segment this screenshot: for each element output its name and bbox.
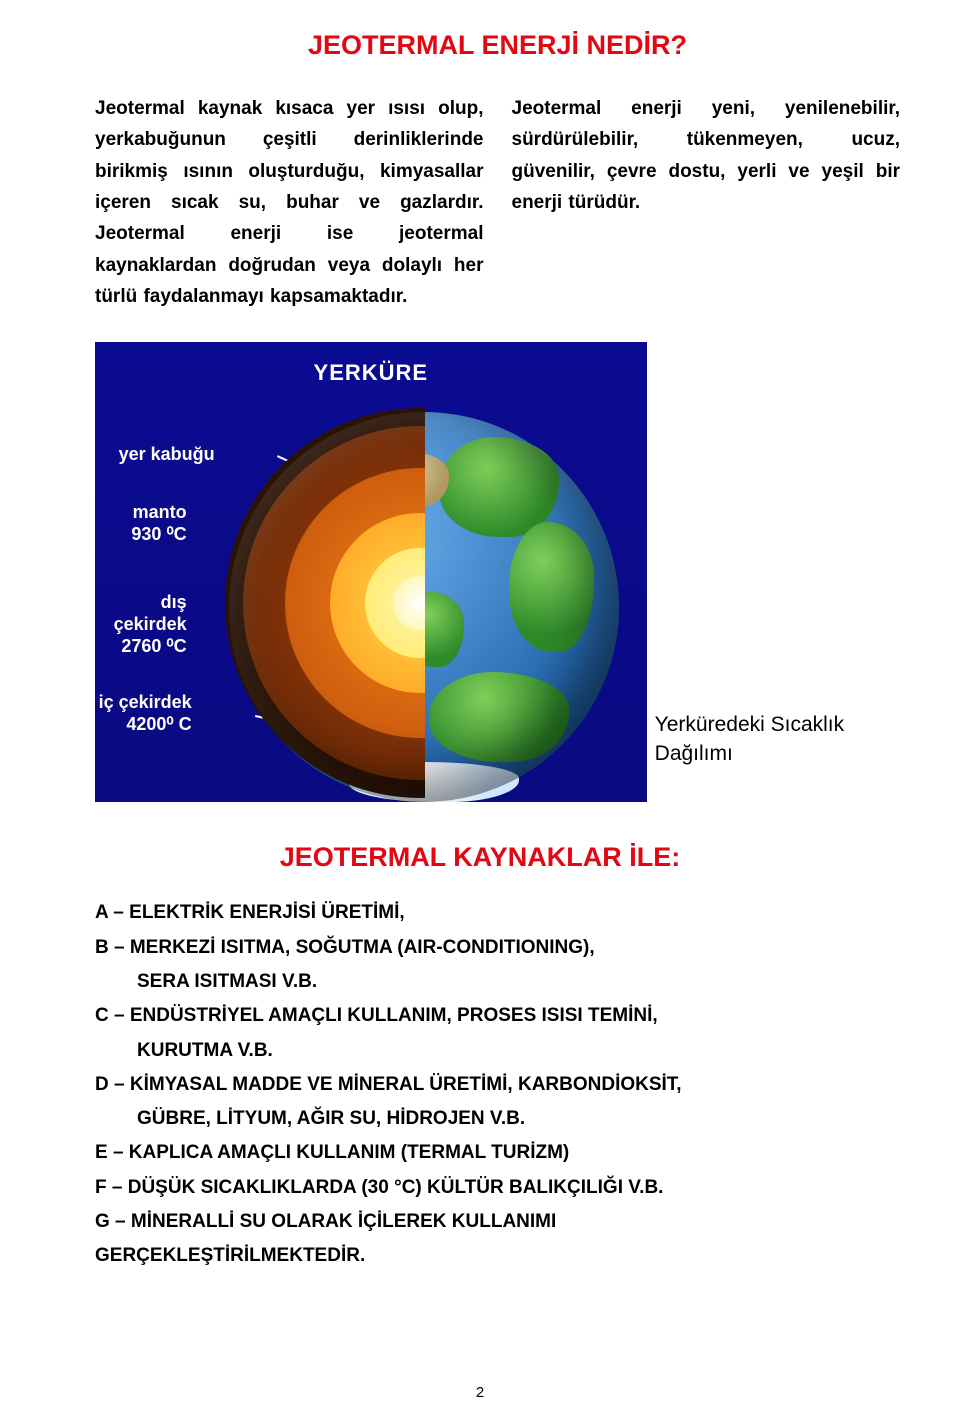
list-item-text: GÜBRE, LİTYUM, AĞIR SU, HİDROJEN V.B. — [137, 1108, 525, 1129]
label-crust-text: yer kabuğu — [119, 444, 215, 464]
list-item: A – ELEKTRİK ENERJİSİ ÜRETİMİ, — [95, 897, 900, 929]
figure-caption: Yerküredeki Sıcaklık Dağılımı — [655, 710, 900, 803]
label-inner-core-text: iç çekirdek — [99, 692, 192, 712]
label-mantle: manto 930 ⁰C — [131, 502, 186, 545]
list-item-sub: SERA ISITMASI V.B. — [95, 966, 900, 998]
figure-title: YERKÜRE — [95, 360, 647, 386]
list-item: D – KİMYASAL MADDE VE MİNERAL ÜRETİMİ, K… — [95, 1069, 900, 1101]
earth-diagram: YERKÜRE yer kabuğu manto 930 ⁰C dış çeki… — [95, 342, 647, 802]
list-item-text: GERÇEKLEŞTİRİLMEKTEDİR. — [95, 1245, 365, 1266]
list-item-text: B – MERKEZİ ISITMA, SOĞUTMA (AIR-CONDITI… — [95, 937, 595, 958]
list-closing: GERÇEKLEŞTİRİLMEKTEDİR. — [95, 1240, 900, 1272]
page-title: JEOTERMAL ENERJİ NEDİR? — [95, 30, 900, 61]
list-item-text: SERA ISITMASI V.B. — [137, 971, 317, 992]
list-item: E – KAPLICA AMAÇLI KULLANIM (TERMAL TURİ… — [95, 1137, 900, 1169]
label-mantle-sub: 930 ⁰C — [131, 524, 186, 544]
list-item: F – DÜŞÜK SICAKLIKLARDA (30 °C) KÜLTÜR B… — [95, 1172, 900, 1204]
label-outer-core: dış çekirdek 2760 ⁰C — [95, 592, 187, 657]
label-inner-core: iç çekirdek 4200⁰ C — [99, 692, 192, 735]
col-right: Jeotermal enerji yeni, yenilenebilir, sü… — [512, 93, 901, 312]
list-item-text: G – MİNERALLİ SU OLARAK İÇİLEREK KULLANI… — [95, 1211, 556, 1232]
list-item: G – MİNERALLİ SU OLARAK İÇİLEREK KULLANI… — [95, 1206, 900, 1238]
application-list: A – ELEKTRİK ENERJİSİ ÜRETİMİ, B – MERKE… — [95, 897, 900, 1272]
col-left: Jeotermal kaynak kısaca yer ısısı olup, … — [95, 93, 484, 312]
page-number: 2 — [0, 1384, 960, 1401]
label-outer-core-sub: 2760 ⁰C — [121, 636, 186, 656]
list-item-sub: GÜBRE, LİTYUM, AĞIR SU, HİDROJEN V.B. — [95, 1103, 900, 1135]
list-item: B – MERKEZİ ISITMA, SOĞUTMA (AIR-CONDITI… — [95, 932, 900, 964]
list-item-text: C – ENDÜSTRİYEL AMAÇLI KULLANIM, PROSES … — [95, 1005, 658, 1026]
list-item-text: F – DÜŞÜK SICAKLIKLARDA (30 °C) KÜLTÜR B… — [95, 1177, 663, 1198]
intro-columns: Jeotermal kaynak kısaca yer ısısı olup, … — [95, 93, 900, 312]
list-item-text: KURUTMA V.B. — [137, 1040, 273, 1061]
section-title: JEOTERMAL KAYNAKLAR İLE: — [265, 842, 695, 873]
list-item: C – ENDÜSTRİYEL AMAÇLI KULLANIM, PROSES … — [95, 1000, 900, 1032]
earth-sphere — [229, 412, 619, 802]
label-inner-core-sub: 4200⁰ C — [126, 714, 191, 734]
list-item-text: D – KİMYASAL MADDE VE MİNERAL ÜRETİMİ, K… — [95, 1074, 682, 1095]
list-item-sub: KURUTMA V.B. — [95, 1035, 900, 1067]
list-item-text: A – ELEKTRİK ENERJİSİ ÜRETİMİ, — [95, 902, 405, 923]
list-item-text: E – KAPLICA AMAÇLI KULLANIM (TERMAL TURİ… — [95, 1142, 569, 1163]
sphere-shade — [229, 412, 619, 802]
label-outer-core-text: dış çekirdek — [114, 592, 187, 634]
label-mantle-text: manto — [133, 502, 187, 522]
figure-caption-text: Yerküredeki Sıcaklık Dağılımı — [655, 710, 900, 769]
label-crust: yer kabuğu — [119, 444, 215, 466]
